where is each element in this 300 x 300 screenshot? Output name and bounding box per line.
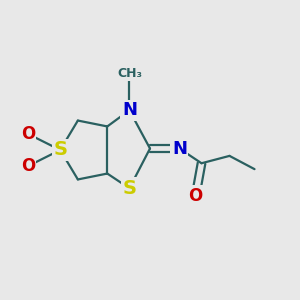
Text: CH₃: CH₃ bbox=[117, 67, 142, 80]
Text: S: S bbox=[122, 179, 136, 198]
Text: O: O bbox=[188, 187, 203, 205]
Text: S: S bbox=[53, 140, 67, 160]
Text: N: N bbox=[122, 101, 137, 119]
Text: O: O bbox=[21, 125, 35, 143]
Text: N: N bbox=[172, 140, 187, 158]
Text: O: O bbox=[21, 157, 35, 175]
